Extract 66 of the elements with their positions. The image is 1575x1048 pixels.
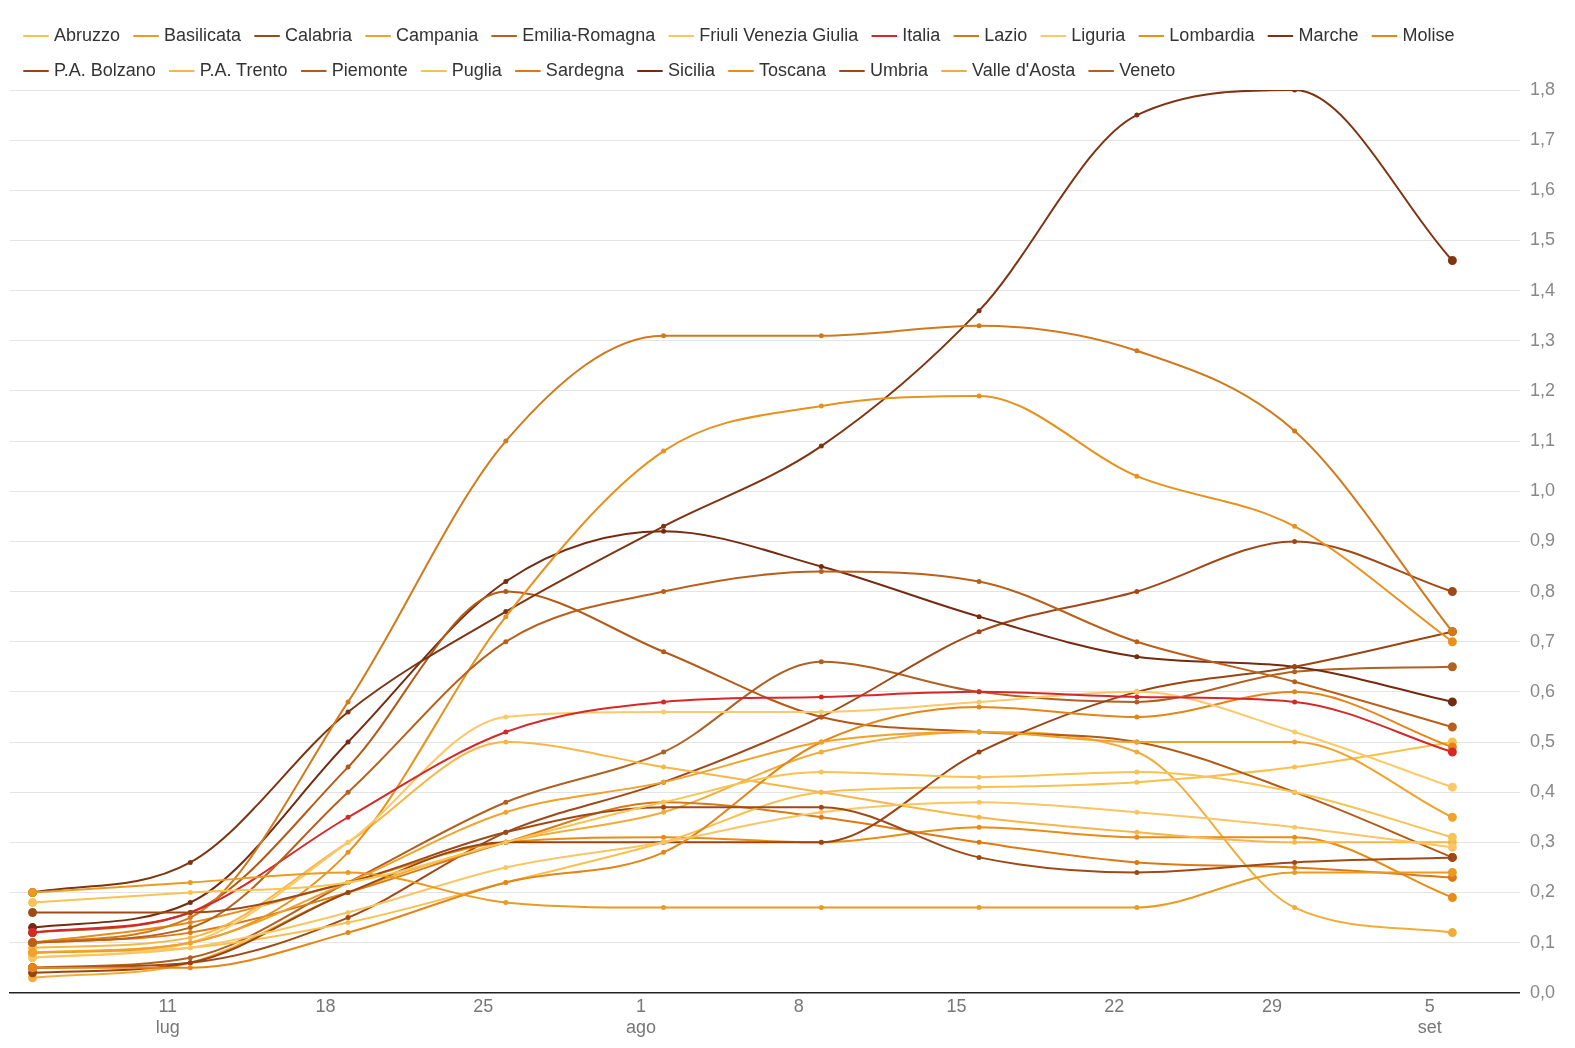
y-tick-label: 1,5 bbox=[1529, 229, 1556, 250]
point bbox=[1447, 782, 1457, 792]
legend-label: Abruzzo bbox=[54, 24, 121, 45]
point bbox=[1447, 722, 1457, 732]
point bbox=[1447, 587, 1457, 597]
y-tick-label: 0,6 bbox=[1529, 680, 1556, 701]
x-tick-label: 18 bbox=[315, 995, 336, 1016]
y-tick-label: 0,2 bbox=[1529, 881, 1556, 902]
legend-label: Basilicata bbox=[164, 24, 243, 45]
point bbox=[1447, 256, 1457, 266]
legend-label: Calabria bbox=[285, 24, 354, 45]
legend-label: Sardegna bbox=[545, 59, 625, 80]
legend-label: Lazio bbox=[984, 24, 1028, 45]
point bbox=[1447, 867, 1457, 877]
legend-label: Sicilia bbox=[667, 59, 716, 80]
point bbox=[1447, 832, 1457, 842]
x-tick-label: 8 bbox=[793, 995, 804, 1016]
legend-label: Piemonte bbox=[331, 59, 408, 80]
legend-label: Italia bbox=[902, 24, 942, 45]
point bbox=[28, 898, 38, 908]
point bbox=[1447, 893, 1457, 902]
point bbox=[1447, 928, 1457, 938]
y-tick-label: 1,3 bbox=[1529, 329, 1556, 350]
x-tick-label: 11 lug bbox=[155, 995, 180, 1038]
y-tick-label: 0,3 bbox=[1529, 831, 1556, 852]
y-tick-label: 0,7 bbox=[1529, 630, 1556, 651]
y-tick-label: 0,1 bbox=[1529, 931, 1556, 952]
legend-label: Campania bbox=[396, 24, 480, 45]
y-tick-label: 1,6 bbox=[1529, 179, 1556, 200]
y-tick-label: 1,1 bbox=[1529, 430, 1556, 451]
y-tick-label: 0,4 bbox=[1529, 781, 1556, 802]
y-tick-label: 1,4 bbox=[1529, 279, 1556, 300]
x-tick-label: 1 ago bbox=[626, 995, 657, 1038]
y-tick-label: 0,8 bbox=[1529, 580, 1556, 601]
y-tick-label: 1,8 bbox=[1529, 78, 1556, 99]
legend-label: Umbria bbox=[869, 59, 929, 80]
point bbox=[1447, 637, 1457, 647]
legend-label: Puglia bbox=[451, 59, 503, 80]
legend-label: P.A. Bolzano bbox=[54, 59, 156, 80]
point bbox=[1447, 697, 1457, 707]
x-tick-label: 25 bbox=[473, 995, 494, 1016]
y-tick-label: 0,0 bbox=[1529, 981, 1556, 1002]
y-tick-label: 1,0 bbox=[1529, 480, 1556, 501]
y-tick-label: 1,7 bbox=[1529, 129, 1556, 150]
legend-label: Molise bbox=[1402, 24, 1455, 45]
legend-label: Marche bbox=[1298, 24, 1359, 45]
y-tick-label: 1,2 bbox=[1529, 379, 1556, 400]
point bbox=[1447, 662, 1457, 672]
legend-label: Toscana bbox=[758, 59, 827, 80]
legend-label: P.A. Trento bbox=[199, 59, 288, 80]
legend-label: Friuli Venezia Giulia bbox=[699, 24, 860, 45]
point bbox=[1447, 812, 1457, 822]
y-tick-label: 0,9 bbox=[1529, 530, 1556, 551]
legend-label: Valle d'Aosta bbox=[972, 59, 1077, 80]
legend-label: Liguria bbox=[1071, 24, 1127, 45]
x-tick-label: 15 bbox=[946, 995, 967, 1016]
legend-label: Emilia-Romagna bbox=[522, 24, 657, 45]
y-tick-label: 0,5 bbox=[1529, 730, 1556, 751]
point bbox=[28, 908, 38, 918]
legend-label: Veneto bbox=[1119, 59, 1176, 80]
point bbox=[1447, 747, 1457, 757]
legend-label: Lombardia bbox=[1169, 24, 1256, 45]
x-tick-label: 5 set bbox=[1417, 995, 1442, 1038]
x-tick-label: 29 bbox=[1262, 995, 1283, 1016]
point bbox=[1447, 842, 1457, 852]
x-tick-label: 22 bbox=[1104, 995, 1125, 1016]
